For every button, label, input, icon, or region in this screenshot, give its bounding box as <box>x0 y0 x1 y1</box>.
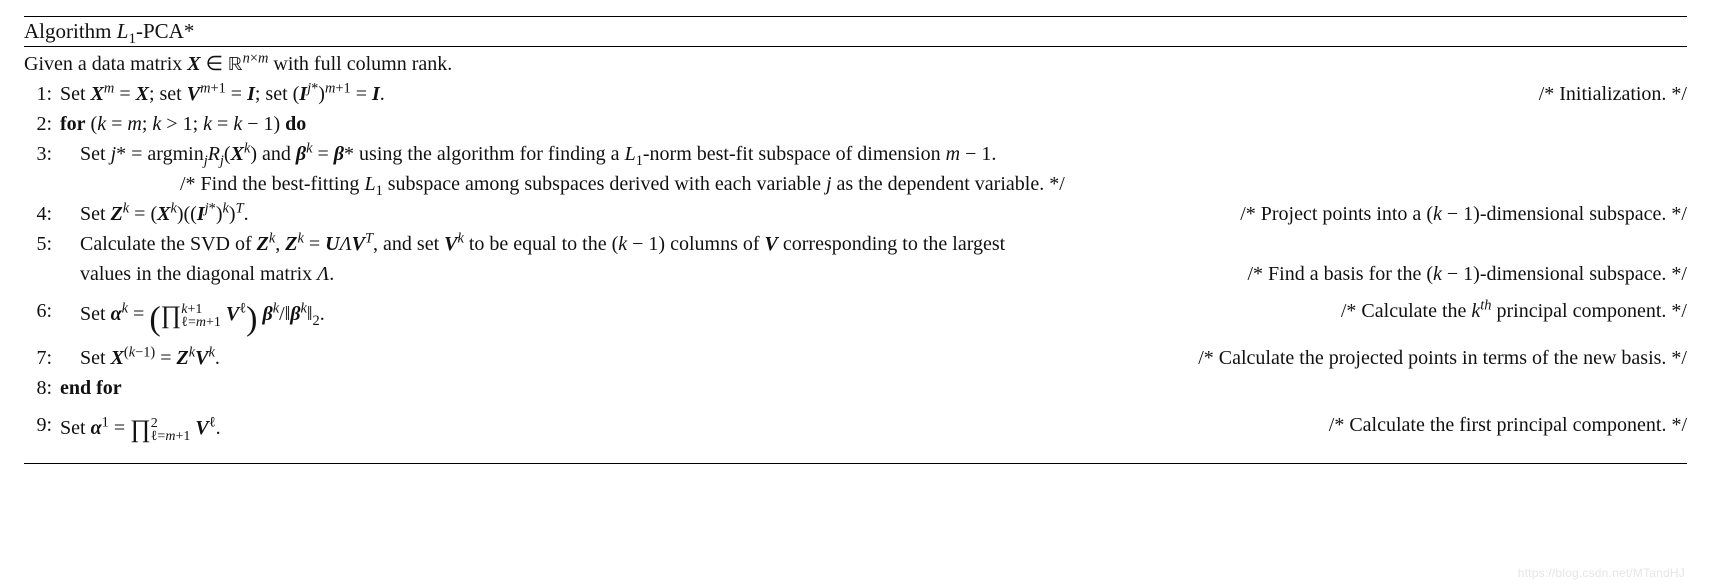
step-content: /* Project points into a (k − 1)-dimensi… <box>60 200 1687 228</box>
step-content: /* Calculate the projected points in ter… <box>60 344 1687 372</box>
step-body: Set αk = (∏k+1ℓ=m+1 Vℓ) βk/‖βk‖2. <box>80 303 325 325</box>
line-number: 9: <box>24 406 60 444</box>
step-comment: /* Project points into a (k − 1)-dimensi… <box>1200 200 1687 228</box>
step-body: end for <box>60 377 122 399</box>
line-number: 7: <box>24 344 60 372</box>
algorithm-steps: 1: /* Initialization. */ Set Xm = X; set V… <box>24 80 1687 463</box>
algorithm-step: 5: Calculate the SVD of Zk, Zk = UΛVT, an… <box>24 230 1687 258</box>
line-number: 6: <box>24 292 60 330</box>
step-body: Set α1 = ∏2ℓ=m+1 Vℓ. <box>60 417 221 439</box>
algorithm-given: Given a data matrix X ∈ ℝn×m with full c… <box>24 47 1687 78</box>
step-comment: /* Calculate the projected points in ter… <box>1158 344 1687 372</box>
line-number: 5: <box>24 230 60 258</box>
algorithm-step: 1: /* Initialization. */ Set Xm = X; set V… <box>24 80 1687 108</box>
step-comment: /* Calculate the kth principal component… <box>1301 292 1687 330</box>
step-body: Calculate the SVD of Zk, Zk = UΛVT, and … <box>80 233 1005 255</box>
line-number: 2: <box>24 110 60 138</box>
algorithm-title: Algorithm L1-PCA* <box>24 17 1687 47</box>
algorithm-step: 3: Set j* = argminjRj(Xk) and βk = β* usi… <box>24 140 1687 168</box>
algorithm-step: 9: /* Calculate the first principal compo… <box>24 406 1687 454</box>
step-body: Set j* = argminjRj(Xk) and βk = β* using… <box>80 143 996 165</box>
step-body: /* Find the best-fitting L1 subspace amo… <box>180 173 1065 195</box>
line-number: 3: <box>24 140 60 168</box>
step-body: for (k = m; k > 1; k = k − 1) do <box>60 113 306 135</box>
step-content: for (k = m; k > 1; k = k − 1) do <box>60 110 1687 138</box>
step-body: values in the diagonal matrix Λ. <box>80 263 334 285</box>
step-content: Calculate the SVD of Zk, Zk = UΛVT, and … <box>60 230 1687 258</box>
algorithm-step: 2:for (k = m; k > 1; k = k − 1) do <box>24 110 1687 138</box>
algorithm-step: /* Find a basis for the (k − 1)-dimensio… <box>24 260 1687 288</box>
step-content: /* Calculate the kth principal component… <box>60 292 1687 340</box>
algorithm-step: 8:end for <box>24 374 1687 402</box>
step-content: /* Find a basis for the (k − 1)-dimensio… <box>60 260 1687 288</box>
step-content: Set j* = argminjRj(Xk) and βk = β* using… <box>60 140 1687 168</box>
line-number: 4: <box>24 200 60 228</box>
watermark-text: https://blog.csdn.net/MTandHJ <box>1518 566 1685 580</box>
step-body: Set Zk = (Xk)((Ij*)k)T. <box>80 203 249 225</box>
line-number: 1: <box>24 80 60 108</box>
algorithm-step: 4: /* Project points into a (k − 1)-dimen… <box>24 200 1687 228</box>
line-number: 8: <box>24 374 60 402</box>
step-content: end for <box>60 374 1687 402</box>
step-body: Set X(k−1) = ZkVk. <box>80 347 220 369</box>
algorithm-step: 6: /* Calculate the kth principal compone… <box>24 292 1687 340</box>
step-content: /* Initialization. */ Set Xm = X; set Vm+… <box>60 80 1687 108</box>
step-comment: /* Initialization. */ <box>1499 80 1687 108</box>
algorithm-block: Algorithm L1-PCA* Given a data matrix X … <box>24 16 1687 464</box>
step-content: /* Calculate the first principal compone… <box>60 406 1687 454</box>
step-body: Set Xm = X; set Vm+1 = I; set (Ij*)m+1 =… <box>60 83 385 105</box>
algorithm-step: 7: /* Calculate the projected points in t… <box>24 344 1687 372</box>
step-comment: /* Find a basis for the (k − 1)-dimensio… <box>1207 260 1687 288</box>
step-content: /* Find the best-fitting L1 subspace amo… <box>60 170 1687 198</box>
algorithm-step: /* Find the best-fitting L1 subspace amo… <box>24 170 1687 198</box>
step-comment: /* Calculate the first principal compone… <box>1289 406 1687 444</box>
